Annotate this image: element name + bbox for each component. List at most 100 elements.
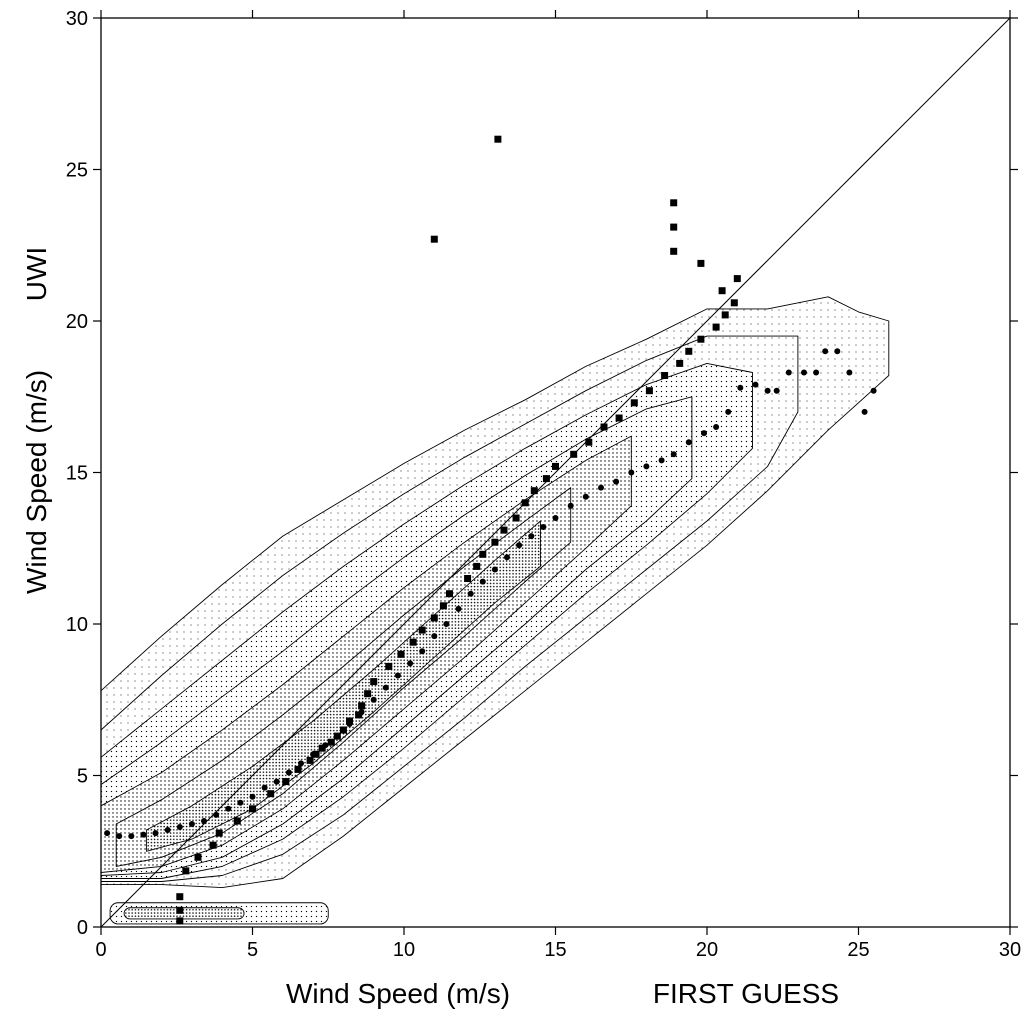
square-point: [327, 738, 335, 746]
circle-point: [834, 348, 841, 355]
square-point: [676, 359, 684, 367]
square-point: [355, 711, 363, 719]
calm-band-inner: [123, 907, 245, 920]
square-point: [721, 311, 729, 319]
circle-point: [273, 778, 280, 785]
circle-point: [213, 811, 220, 818]
square-point: [670, 199, 678, 207]
square-point: [294, 765, 302, 773]
circle-point: [846, 369, 853, 376]
circle-point: [322, 742, 329, 749]
square-point: [182, 867, 190, 875]
circle-point: [164, 827, 171, 833]
square-point: [418, 626, 426, 634]
x-tick-label: 0: [95, 939, 106, 961]
square-point: [512, 514, 520, 522]
circle-point: [528, 533, 535, 540]
square-point: [267, 790, 275, 798]
series-circles: [104, 348, 877, 840]
circle-point: [479, 578, 486, 585]
circle-point: [407, 660, 414, 667]
y-tick-label: 25: [66, 160, 88, 182]
square-point: [364, 690, 372, 698]
square-point: [176, 893, 184, 901]
square-point: [491, 538, 499, 546]
circle-point: [443, 621, 450, 627]
square-point: [730, 299, 738, 307]
square-point: [500, 526, 508, 534]
circle-point: [643, 463, 650, 470]
square-point: [430, 614, 438, 622]
square-point: [339, 726, 347, 734]
circle-point: [467, 590, 474, 597]
square-point: [712, 323, 720, 331]
circle-point: [116, 833, 123, 840]
circle-point: [358, 708, 365, 715]
square-point: [645, 387, 653, 395]
square-point: [318, 744, 326, 752]
square-point: [670, 247, 678, 255]
circle-point: [346, 721, 353, 727]
circle-point: [540, 524, 547, 530]
circle-point: [701, 430, 707, 437]
square-point: [176, 906, 184, 914]
square-point: [446, 590, 453, 598]
square-point: [194, 853, 202, 861]
square-point: [358, 702, 366, 710]
x-axis-secondary-title: FIRST GUESS: [653, 978, 839, 1009]
square-point: [249, 805, 256, 813]
x-tick-label: 30: [999, 939, 1021, 961]
circle-point: [764, 387, 771, 394]
y-axis-secondary-title: UWI: [21, 247, 52, 301]
circle-point: [582, 493, 589, 500]
circle-point: [598, 484, 604, 491]
circle-point: [370, 696, 377, 703]
square-point: [494, 135, 502, 143]
circle-point: [225, 805, 232, 812]
x-tick-label: 5: [247, 939, 258, 961]
circle-point: [104, 830, 111, 837]
circle-point: [713, 424, 720, 430]
circle-point: [628, 469, 635, 476]
square-point: [479, 550, 487, 558]
square-point: [552, 462, 559, 470]
circle-point: [813, 369, 820, 376]
square-point: [530, 487, 538, 495]
calm-wind-band: [109, 902, 329, 925]
square-point: [600, 423, 608, 431]
contour-band-7: [145, 520, 541, 852]
y-tick-label: 10: [66, 614, 88, 636]
circle-point: [773, 387, 780, 394]
circle-point: [870, 387, 877, 394]
y-tick-label: 20: [66, 311, 88, 333]
square-point: [685, 347, 693, 355]
circle-point: [670, 451, 677, 458]
square-point: [697, 259, 705, 267]
circle-point: [455, 605, 462, 612]
square-point: [630, 399, 638, 407]
square-point: [615, 414, 623, 422]
square-point: [397, 650, 405, 658]
density-contours: [101, 296, 890, 889]
square-point: [464, 575, 472, 582]
circle-point: [419, 648, 426, 655]
x-tick-label: 20: [696, 939, 718, 961]
y-tick-label: 30: [66, 8, 88, 30]
circle-point: [567, 502, 574, 509]
circle-point: [552, 515, 559, 521]
square-point: [697, 335, 705, 343]
x-tick-label: 15: [544, 939, 566, 961]
square-point: [521, 499, 529, 507]
y-axis-ticks: 0 5 10 15 20 25 30: [66, 8, 1018, 939]
circle-point: [261, 784, 268, 791]
circle-point: [394, 672, 401, 679]
circle-point: [201, 818, 207, 824]
square-point: [670, 223, 678, 231]
circle-point: [237, 799, 244, 806]
square-point: [282, 778, 290, 786]
x-axis-ticks: 0 5 10 15 20 25 30: [95, 10, 1021, 961]
circle-point: [822, 348, 829, 355]
y-axis-title: Wind Speed (m/s): [21, 370, 52, 594]
square-point: [176, 917, 184, 925]
